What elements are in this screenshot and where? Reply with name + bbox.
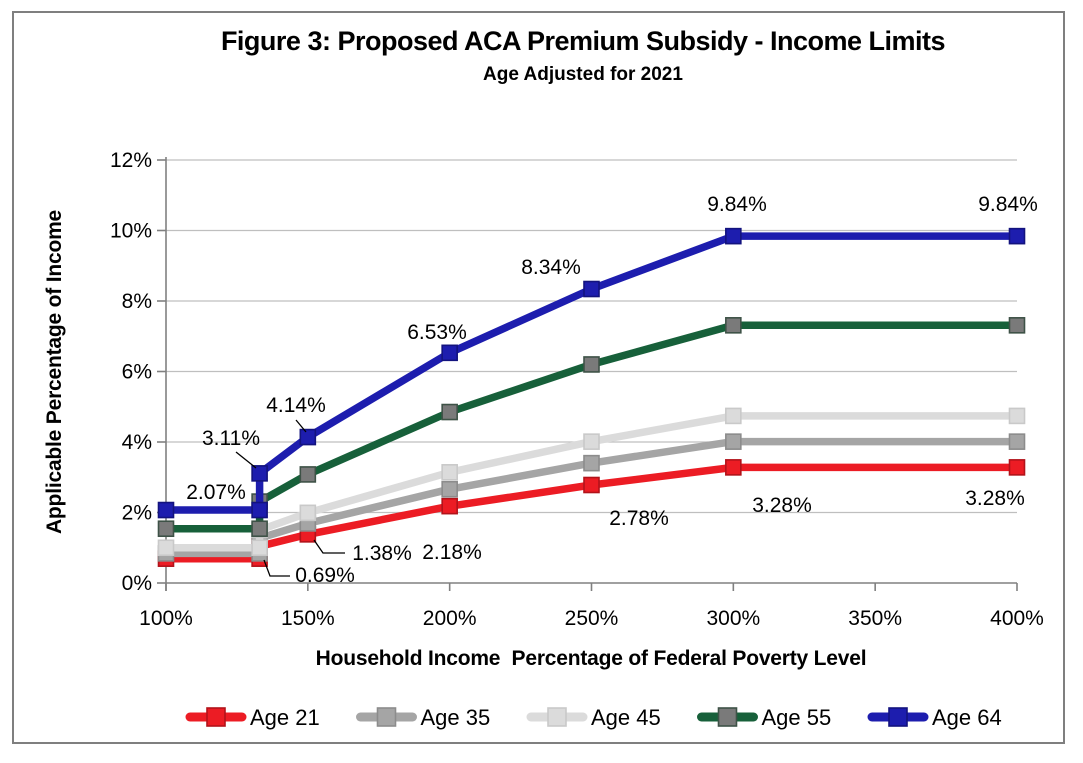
legend-item-age-64: Age 64 <box>867 705 1002 730</box>
data-label: 2.18% <box>422 541 482 564</box>
data-point-marker <box>583 433 600 450</box>
legend-swatch-marker <box>206 707 226 727</box>
data-point-marker <box>441 497 458 515</box>
series-age-55 <box>157 317 1026 538</box>
data-point-marker <box>1008 433 1026 450</box>
series-age-64 <box>157 227 1026 519</box>
legend-item-age-55: Age 55 <box>697 705 832 730</box>
data-label: 6.53% <box>407 321 467 344</box>
data-point-marker <box>251 501 268 519</box>
legend-item-age-35: Age 35 <box>356 705 491 730</box>
data-point-marker <box>251 465 268 482</box>
data-label-leader-line <box>263 559 290 577</box>
y-tick-label: 6% <box>122 361 152 384</box>
x-tick-label: 200% <box>423 607 477 630</box>
data-label: 0.69% <box>295 564 355 587</box>
tick-labels: 0% 2% 4% 6% 8% 10% 12% 100% 150% 200% 250% 300% 350%… <box>110 149 1044 630</box>
data-label: 2.78% <box>609 507 669 530</box>
legend: Age 21 Age 35 Age 45 Age 55 Age 64 <box>185 705 1002 730</box>
data-label: 1.38% <box>352 542 412 565</box>
data-point-marker <box>251 520 268 538</box>
data-point-marker <box>725 433 742 450</box>
data-point-marker <box>583 356 600 373</box>
x-tick-label: 250% <box>565 607 619 630</box>
data-point-marker <box>299 466 317 483</box>
legend-item-age-21: Age 21 <box>185 705 320 730</box>
data-labels: 2.07% 3.11% 4.14% 0.69%1.38% 2.18% 2.78% 3.28%… <box>186 193 1038 587</box>
data-label: 3.28% <box>752 494 812 517</box>
y-tick-label: 8% <box>122 290 152 313</box>
data-label: 4.14% <box>266 394 326 417</box>
data-label-leader-line <box>313 539 345 554</box>
y-axis-title: Applicable Percentage of Income <box>43 209 66 535</box>
data-point-marker <box>299 504 317 522</box>
x-tick-label: 300% <box>706 607 760 630</box>
data-label: 9.84% <box>978 193 1038 216</box>
data-point-marker <box>299 428 317 446</box>
data-point-marker <box>441 464 458 481</box>
x-tick-label: 400% <box>990 607 1044 630</box>
legend-swatch-marker <box>717 707 738 727</box>
data-point-marker <box>157 520 175 538</box>
legend-label: Age 55 <box>762 705 832 730</box>
legend-item-age-45: Age 45 <box>526 705 661 730</box>
axes <box>157 157 1018 591</box>
data-point-marker <box>725 459 742 476</box>
data-point-marker <box>157 539 175 557</box>
y-tick-label: 0% <box>122 572 152 595</box>
data-point-marker <box>1008 459 1026 476</box>
series-line-age-55 <box>166 321 1017 533</box>
data-point-marker <box>725 227 742 245</box>
data-label: 9.84% <box>707 193 767 216</box>
data-label-leader-line <box>295 419 307 433</box>
legend-swatch-marker <box>376 707 397 727</box>
data-point-marker <box>725 317 742 334</box>
data-label: 8.34% <box>521 256 581 279</box>
data-point-marker <box>583 476 600 494</box>
data-label-leader-line <box>235 451 257 469</box>
data-point-marker <box>583 280 600 298</box>
data-label: 3.28% <box>965 487 1025 510</box>
data-point-marker <box>251 539 268 557</box>
data-point-marker <box>441 480 458 498</box>
y-tick-label: 2% <box>122 502 152 525</box>
data-point-marker <box>441 344 458 362</box>
data-point-marker <box>583 454 600 472</box>
x-axis-title: Household Income Percentage of Federal P… <box>315 647 867 670</box>
chart-outer-frame <box>12 11 1065 744</box>
legend-swatch-marker <box>547 707 567 727</box>
data-point-marker <box>157 501 175 519</box>
data-label: 3.11% <box>202 427 260 450</box>
data-point-marker <box>1008 227 1026 245</box>
legend-label: Age 35 <box>421 705 491 730</box>
x-tick-label: 350% <box>848 607 902 630</box>
x-tick-label: 150% <box>281 607 335 630</box>
data-point-marker <box>441 403 458 421</box>
chart-title: Figure 3: Proposed ACA Premium Subsidy -… <box>220 26 946 56</box>
y-tick-label: 4% <box>122 431 152 454</box>
data-point-marker <box>1008 317 1026 334</box>
legend-swatch-marker <box>888 707 908 727</box>
legend-label: Age 21 <box>250 705 320 730</box>
data-label: 2.07% <box>186 481 246 504</box>
y-tick-label: 10% <box>110 220 152 243</box>
legend-label: Age 45 <box>591 705 661 730</box>
chart-subtitle: Age Adjusted for 2021 <box>483 64 683 85</box>
x-tick-label: 100% <box>139 607 193 630</box>
data-point-marker <box>725 407 742 425</box>
legend-label: Age 64 <box>932 705 1002 730</box>
y-tick-label: 12% <box>110 149 152 172</box>
data-point-marker <box>1008 407 1026 425</box>
